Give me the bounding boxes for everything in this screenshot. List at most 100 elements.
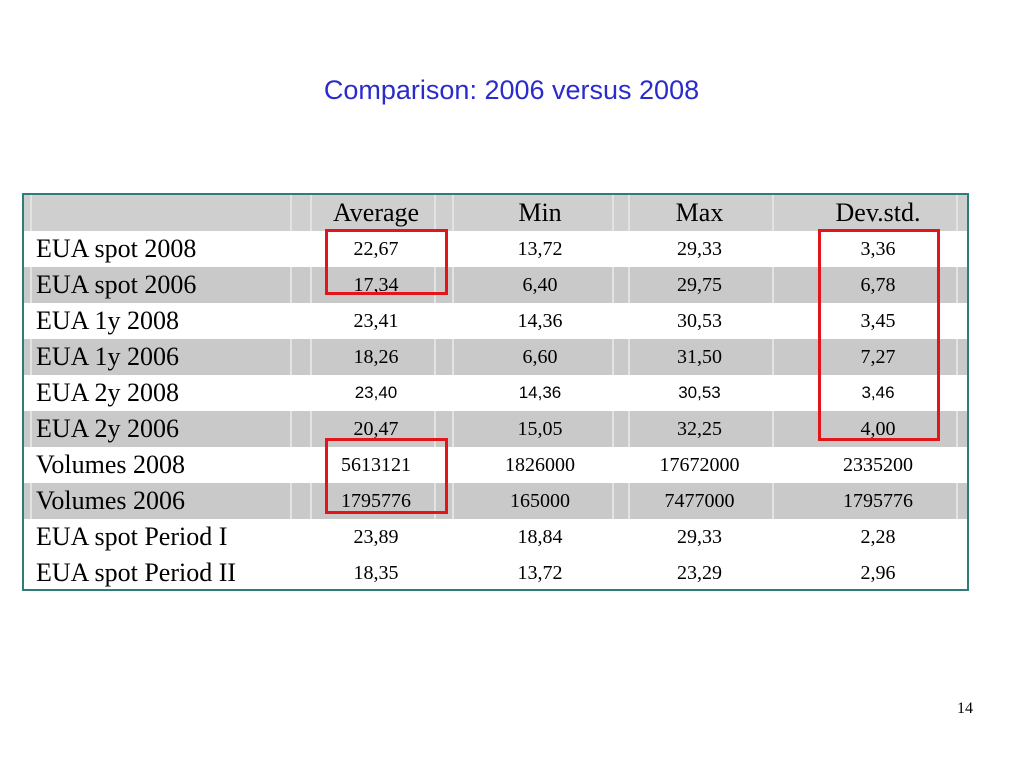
column-separator bbox=[628, 339, 630, 375]
cell-average: 17,34 bbox=[353, 274, 399, 296]
cell-min: 165000 bbox=[510, 490, 570, 512]
column-separator bbox=[628, 195, 630, 231]
table-row: EUA 1y 2006 18,26 6,60 31,50 7,27 bbox=[24, 339, 967, 375]
column-separator bbox=[956, 483, 958, 519]
cell-min: 1826000 bbox=[505, 454, 575, 476]
row-label: EUA spot 2008 bbox=[36, 234, 197, 263]
column-separator bbox=[612, 339, 614, 375]
column-separator bbox=[452, 267, 454, 303]
column-separator bbox=[772, 411, 774, 447]
cell-dev-std: 3,36 bbox=[860, 238, 896, 260]
row-label: EUA 2y 2006 bbox=[36, 414, 179, 443]
column-separator bbox=[772, 267, 774, 303]
cell-max: 30,53 bbox=[677, 310, 722, 332]
table-row: EUA spot Period I 23,89 18,84 29,33 2,28 bbox=[24, 519, 967, 555]
column-separator bbox=[628, 483, 630, 519]
table-row: EUA 2y 2006 20,47 15,05 32,25 4,00 bbox=[24, 411, 967, 447]
column-separator bbox=[290, 195, 292, 231]
column-separator bbox=[30, 339, 32, 375]
column-separator bbox=[434, 267, 436, 303]
table-row: EUA spot 2006 17,34 6,40 29,75 6,78 bbox=[24, 267, 967, 303]
column-separator bbox=[30, 411, 32, 447]
column-separator bbox=[434, 339, 436, 375]
column-separator bbox=[290, 483, 292, 519]
cell-average: 23,89 bbox=[353, 526, 399, 548]
cell-min: 14,36 bbox=[517, 310, 563, 332]
cell-min: 6,60 bbox=[522, 346, 558, 368]
column-separator bbox=[310, 411, 312, 447]
column-separator bbox=[310, 195, 312, 231]
cell-dev-std: 1795776 bbox=[843, 490, 913, 512]
column-separator bbox=[290, 267, 292, 303]
table-row: Volumes 2006 1795776 165000 7477000 1795… bbox=[24, 483, 967, 519]
column-separator bbox=[30, 195, 32, 231]
cell-max: 29,75 bbox=[677, 274, 722, 296]
column-separator bbox=[310, 339, 312, 375]
column-separator bbox=[956, 411, 958, 447]
header-average: Average bbox=[332, 198, 420, 227]
column-separator bbox=[628, 411, 630, 447]
row-label: Volumes 2006 bbox=[36, 486, 186, 515]
cell-max: 29,33 bbox=[677, 238, 722, 260]
table-row: EUA spot 2008 22,67 13,72 29,33 3,36 bbox=[24, 231, 967, 267]
cell-average: 23,41 bbox=[353, 310, 399, 332]
row-label: EUA spot 2006 bbox=[36, 270, 197, 299]
column-separator bbox=[452, 195, 454, 231]
cell-average: 18,26 bbox=[353, 346, 399, 368]
cell-dev-std: 2,28 bbox=[860, 526, 896, 548]
cell-dev-std: 4,00 bbox=[860, 418, 896, 440]
row-label: Volumes 2008 bbox=[36, 450, 186, 479]
column-separator bbox=[612, 267, 614, 303]
cell-max: 7477000 bbox=[664, 490, 735, 512]
column-separator bbox=[434, 195, 436, 231]
table-header-row: Average Min Max Dev.std. bbox=[24, 195, 967, 231]
column-separator bbox=[956, 195, 958, 231]
column-separator bbox=[452, 339, 454, 375]
column-separator bbox=[612, 195, 614, 231]
cell-max: 29,33 bbox=[677, 526, 722, 548]
cell-average: 5613121 bbox=[341, 454, 411, 476]
column-separator bbox=[612, 411, 614, 447]
table-row: EUA 2y 2008 23,40 14,36 30,53 3,46 bbox=[24, 375, 967, 411]
cell-max: 23,29 bbox=[677, 562, 722, 584]
column-separator bbox=[30, 483, 32, 519]
header-max: Max bbox=[675, 198, 724, 227]
cell-average: 20,47 bbox=[353, 418, 399, 440]
column-separator bbox=[434, 411, 436, 447]
cell-min: 14,36 bbox=[518, 383, 562, 402]
row-label: EUA spot Period II bbox=[36, 558, 237, 587]
column-separator bbox=[772, 483, 774, 519]
cell-dev-std: 3,45 bbox=[860, 310, 896, 332]
row-label: EUA 2y 2008 bbox=[36, 378, 179, 407]
cell-min: 15,05 bbox=[517, 418, 563, 440]
table-row: EUA 1y 2008 23,41 14,36 30,53 3,45 bbox=[24, 303, 967, 339]
slide-title: Comparison: 2006 versus 2008 bbox=[323, 75, 700, 105]
column-separator bbox=[628, 267, 630, 303]
cell-min: 13,72 bbox=[517, 562, 563, 584]
cell-average: 18,35 bbox=[353, 562, 399, 584]
cell-average: 23,40 bbox=[354, 383, 398, 402]
column-separator bbox=[30, 267, 32, 303]
page-number: 14 bbox=[957, 700, 973, 717]
column-separator bbox=[772, 339, 774, 375]
row-label: EUA spot Period I bbox=[36, 522, 228, 551]
cell-dev-std: 2,96 bbox=[860, 562, 896, 584]
cell-dev-std: 6,78 bbox=[860, 274, 896, 296]
cell-max: 31,50 bbox=[677, 346, 722, 368]
column-separator bbox=[290, 411, 292, 447]
column-separator bbox=[452, 411, 454, 447]
column-separator bbox=[434, 483, 436, 519]
column-separator bbox=[310, 267, 312, 303]
table-row: Volumes 2008 5613121 1826000 17672000 23… bbox=[24, 447, 967, 483]
column-separator bbox=[956, 267, 958, 303]
column-separator bbox=[956, 339, 958, 375]
column-separator bbox=[612, 483, 614, 519]
table-row: EUA spot Period II 18,35 13,72 23,29 2,9… bbox=[24, 555, 967, 591]
cell-min: 6,40 bbox=[522, 274, 558, 296]
cell-dev-std: 2335200 bbox=[843, 454, 913, 476]
comparison-table: Average Min Max Dev.std. EUA spot 2008 2… bbox=[22, 193, 969, 591]
cell-dev-std: 7,27 bbox=[860, 346, 896, 368]
header-dev-std: Dev.std. bbox=[835, 198, 921, 227]
column-separator bbox=[310, 483, 312, 519]
row-label: EUA 1y 2006 bbox=[36, 342, 179, 371]
